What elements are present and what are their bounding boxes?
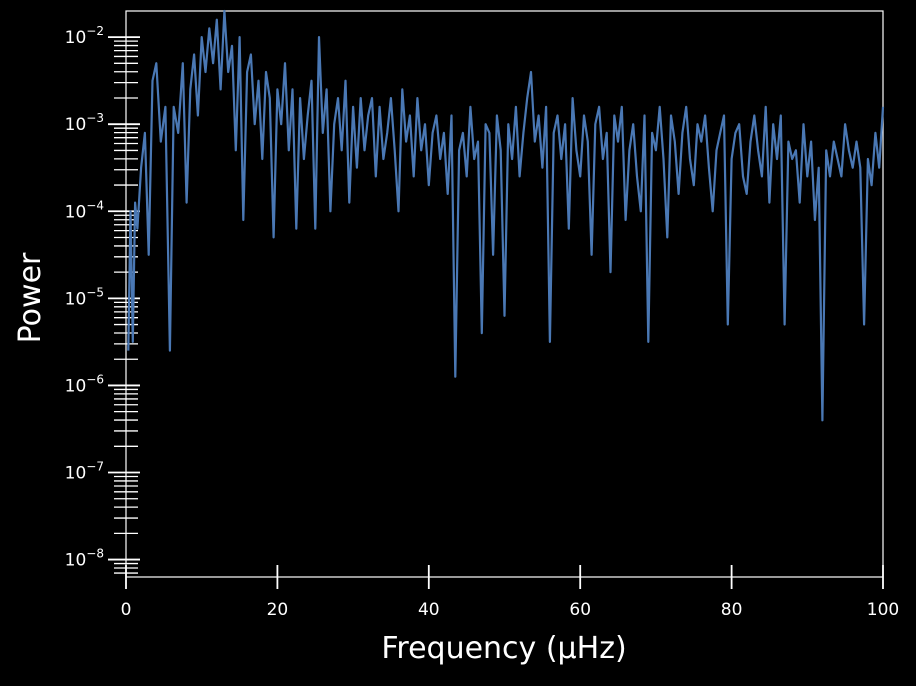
- y-tick-label: 10−8: [65, 547, 104, 571]
- y-tick-label: 10−4: [65, 198, 104, 222]
- x-axis-ticks: 0 20 40 60 80 100: [121, 565, 899, 620]
- x-tick-label: 100: [867, 600, 899, 620]
- x-tick-label: 80: [721, 600, 743, 620]
- minor-ticks: [114, 40, 138, 574]
- y-tick-label: 10−5: [65, 285, 104, 309]
- x-tick-label: 20: [267, 600, 289, 620]
- y-tick-label: 10−2: [65, 24, 104, 48]
- y-axis-label: Power: [13, 252, 48, 343]
- y-tick-label: 10−3: [65, 111, 104, 135]
- x-tick-label: 40: [418, 600, 440, 620]
- power-spectrum-line: [127, 9, 885, 422]
- x-tick-label: 60: [569, 600, 591, 620]
- y-axis-ticks: 10−2 10−3 10−4 10−5 10−6 10−7 10−8: [65, 24, 140, 571]
- x-tick-label: 0: [121, 600, 132, 620]
- y-tick-label: 10−6: [65, 372, 104, 396]
- series-layer: [127, 9, 885, 422]
- plot-frame: [125, 10, 884, 578]
- x-axis-label: Frequency (μHz): [381, 631, 626, 666]
- y-tick-label: 10−7: [65, 460, 104, 484]
